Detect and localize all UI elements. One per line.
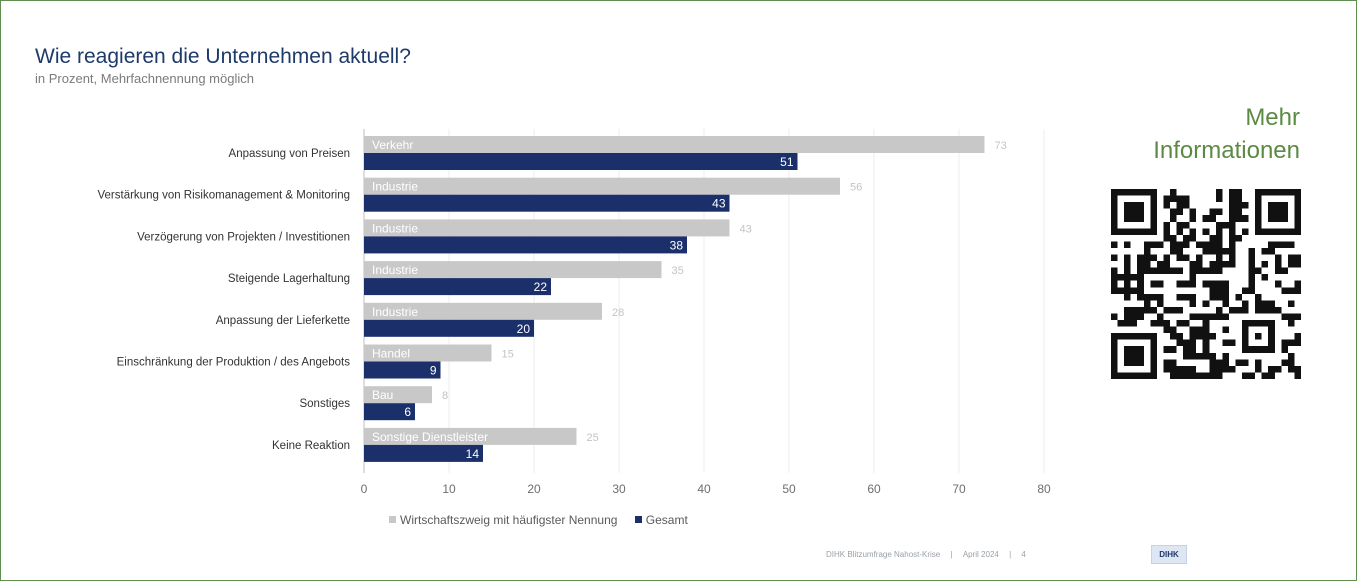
legend-label-total: Gesamt <box>645 513 688 527</box>
footer-date: April 2024 <box>962 550 999 559</box>
bar-sector-name-label: Industrie <box>372 221 418 235</box>
bar-total <box>364 236 687 254</box>
more-info-link[interactable]: Mehr Informationen <box>1153 101 1300 167</box>
category-label: Verstärkung von Risikomanagement & Monit… <box>98 190 351 202</box>
bar-sector-name-label: Bau <box>372 388 393 402</box>
x-tick-label: 50 <box>782 482 796 496</box>
x-tick-label: 20 <box>527 482 541 496</box>
bar-sector-value-label: 56 <box>850 182 862 194</box>
category-label: Anpassung von Preisen <box>229 148 350 160</box>
bar-sector-name-label: Verkehr <box>372 138 413 152</box>
category-label: Verzögerung von Projekten / Investitione… <box>137 231 350 243</box>
category-label: Keine Reaktion <box>272 440 350 452</box>
bar-sector-value-label: 43 <box>740 223 752 235</box>
qr-code-icon[interactable] <box>1111 189 1301 379</box>
bar-sector-name-label: Industrie <box>372 305 418 319</box>
bar-sector <box>364 177 840 195</box>
footer-page: 4 <box>1021 550 1026 559</box>
bar-sector-name-label: Sonstige Dienstleister <box>372 430 488 444</box>
bar-total <box>364 403 415 421</box>
category-label: Anpassung der Lieferkette <box>216 315 350 327</box>
category-label: Steigende Lagerhaltung <box>228 273 350 285</box>
more-info-line2: Informationen <box>1153 137 1300 164</box>
chart-legend: Wirtschaftszweig mit häufigster Nennung … <box>389 513 702 527</box>
bar-total-value-label: 22 <box>534 280 548 294</box>
bar-total <box>364 194 730 212</box>
legend-swatch-total <box>634 516 642 523</box>
page-subtitle: in Prozent, Mehrfachnennung möglich <box>35 71 254 86</box>
bar-total-value-label: 43 <box>712 197 726 211</box>
bar-sector <box>364 261 662 279</box>
legend-item-total: Gesamt <box>634 513 688 527</box>
category-label: Einschränkung der Produktion / des Angeb… <box>117 357 351 369</box>
x-tick-label: 80 <box>1037 482 1051 496</box>
bar-total <box>364 153 798 170</box>
dihk-logo: DIHK <box>1151 545 1187 564</box>
x-tick-label: 40 <box>697 482 711 496</box>
bar-total-value-label: 51 <box>780 155 794 169</box>
legend-label-sector: Wirtschaftszweig mit häufigster Nennung <box>400 513 618 527</box>
x-tick-label: 60 <box>867 482 881 496</box>
bar-sector-value-label: 35 <box>672 265 684 277</box>
x-tick-label: 30 <box>612 482 626 496</box>
bar-sector <box>364 219 730 237</box>
footer: DIHK Blitzumfrage Nahost-Krise | April 2… <box>826 550 1026 559</box>
footer-separator: | <box>1009 550 1012 559</box>
x-tick-label: 10 <box>442 482 456 496</box>
bar-total-value-label: 38 <box>670 238 684 252</box>
bar-sector <box>364 302 602 320</box>
bar-total-value-label: 6 <box>404 405 411 419</box>
bar-sector-name-label: Handel <box>372 347 410 361</box>
bar-total <box>364 319 534 337</box>
page-title: Wie reagieren die Unternehmen aktuell? <box>35 45 411 68</box>
bar-sector-value-label: 73 <box>995 140 1007 152</box>
bar-sector <box>364 136 985 153</box>
legend-swatch-sector <box>389 516 396 523</box>
x-tick-label: 70 <box>952 482 966 496</box>
bar-sector <box>364 427 577 445</box>
bar-total <box>364 278 551 296</box>
category-label: Sonstiges <box>299 398 350 410</box>
bar-total-value-label: 9 <box>430 364 437 378</box>
bar-total-value-label: 14 <box>466 447 480 461</box>
bar-sector-name-label: Industrie <box>372 263 418 277</box>
footer-source: DIHK Blitzumfrage Nahost-Krise <box>826 550 941 559</box>
bar-sector-name-label: Industrie <box>372 180 418 194</box>
bar-sector-value-label: 25 <box>587 432 599 444</box>
bar-total-value-label: 20 <box>517 322 531 336</box>
bar-sector-value-label: 28 <box>612 307 624 319</box>
bar-total <box>364 444 483 462</box>
bar-total <box>364 361 441 379</box>
bar-sector <box>364 344 492 362</box>
legend-item-sector: Wirtschaftszweig mit häufigster Nennung <box>389 513 617 527</box>
bar-sector-value-label: 15 <box>502 349 514 361</box>
bar-sector-value-label: 8 <box>442 390 448 402</box>
footer-separator: | <box>950 550 953 559</box>
x-tick-label: 0 <box>361 482 368 496</box>
more-info-line1: Mehr <box>1245 104 1300 131</box>
bar-sector <box>364 386 432 404</box>
